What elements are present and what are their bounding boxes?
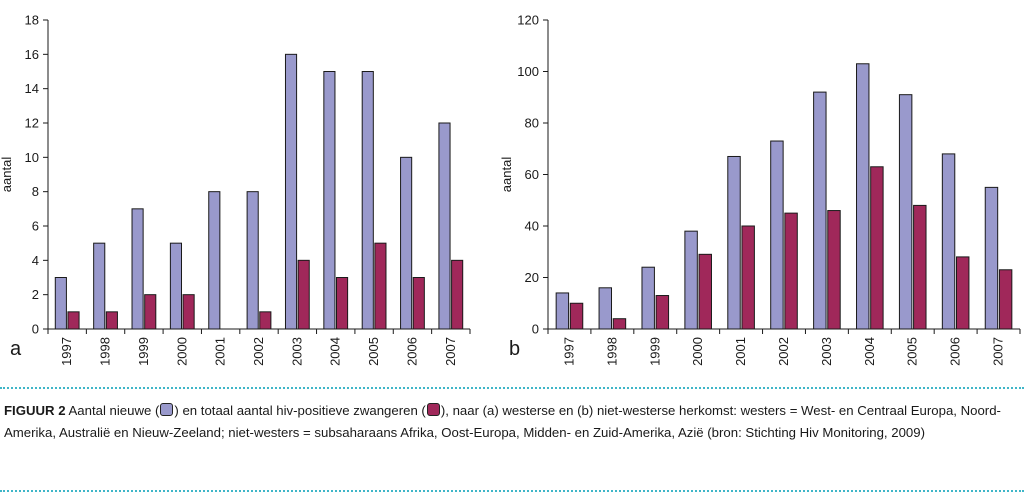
bar-totaal-2004 [335, 277, 349, 330]
y-tick-label: 12 [25, 116, 39, 131]
y-tick-label: 60 [525, 167, 539, 182]
x-tick-label: 2006 [948, 337, 963, 366]
x-tick-label: 1999 [136, 337, 151, 366]
x-tick-label: 1998 [98, 337, 113, 366]
bar-nieuwe-1997 [555, 292, 570, 330]
x-tick-label: 2001 [213, 337, 228, 366]
x-tick-label: 2006 [404, 337, 419, 366]
bar-totaal-2005 [374, 242, 387, 330]
panel-label-b: b [509, 338, 521, 360]
x-tick-label: 2005 [366, 337, 381, 366]
bar-totaal-1999 [144, 294, 157, 330]
bar-totaal-2006 [412, 277, 425, 330]
bar-totaal-2002 [259, 311, 272, 330]
bar-totaal-2000 [698, 253, 712, 330]
bar-nieuwe-2004 [856, 63, 870, 330]
x-tick-label: 2004 [328, 337, 343, 366]
y-tick-label: 8 [32, 184, 39, 199]
bar-totaal-2000 [182, 294, 195, 330]
x-tick-label: 2004 [862, 337, 877, 366]
bar-nieuwe-2006 [400, 156, 413, 330]
y-axis-title: aantal [0, 157, 14, 193]
y-tick-label: 4 [32, 253, 39, 268]
y-axis-title: aantal [500, 157, 514, 193]
bar-nieuwe-2003 [284, 53, 298, 330]
bar-nieuwe-1998 [598, 287, 613, 330]
caption-text-2: ) en totaal aantal hiv-positieve zwanger… [174, 403, 426, 418]
caption-text-3: ), naar (a) westerse en (b) niet-westers… [4, 403, 1001, 440]
bar-totaal-2007 [998, 269, 1013, 330]
bar-nieuwe-2001 [208, 191, 221, 330]
caption-label: FIGUUR 2 [4, 403, 66, 418]
bar-nieuwe-2000 [169, 242, 183, 330]
bar-totaal-1998 [612, 318, 627, 330]
bar-nieuwe-2003 [813, 91, 827, 330]
bar-nieuwe-1998 [93, 242, 106, 330]
bar-totaal-2006 [955, 256, 970, 330]
x-tick-label: 2005 [905, 337, 920, 366]
divider-top [0, 387, 1024, 389]
x-tick-label: 2007 [443, 337, 458, 366]
bar-nieuwe-2005 [361, 71, 374, 330]
bar-nieuwe-2004 [323, 71, 336, 330]
y-tick-label: 40 [525, 219, 539, 234]
x-tick-label: 1997 [561, 337, 576, 366]
x-tick-label: 2000 [690, 337, 705, 366]
bar-nieuwe-2000 [684, 230, 698, 330]
bar-totaal-2005 [913, 204, 927, 330]
x-tick-label: 2007 [991, 337, 1006, 366]
bar-totaal-2003 [297, 259, 310, 330]
x-tick-label: 1998 [604, 337, 619, 366]
bar-nieuwe-1999 [641, 266, 655, 330]
y-tick-label: 14 [25, 81, 39, 96]
y-tick-label: 2 [32, 287, 39, 302]
bar-totaal-2004 [870, 166, 884, 330]
y-tick-label: 120 [517, 13, 539, 28]
bar-nieuwe-1997 [54, 277, 67, 330]
bar-nieuwe-2002 [770, 140, 784, 330]
y-tick-label: 18 [25, 13, 39, 28]
chart-a: 0 2 4 6 8 10 12 14 16 18 aantal 1997 1998 1999 2000 200… [0, 13, 471, 366]
x-tick-label: 2002 [776, 337, 791, 366]
bar-nieuwe-2007 [438, 122, 451, 330]
bar-totaal-1997 [569, 302, 584, 330]
y-tick-label: 6 [32, 219, 39, 234]
chart-b: 0 20 40 60 80 100 120 aantal 1997 1998 1999 2000 200… [500, 13, 1021, 366]
panel-label-a: a [10, 338, 22, 360]
figure-caption: FIGUUR 2 Aantal nieuwe ( ) en totaal aant… [4, 400, 1020, 444]
bar-nieuwe-2007 [984, 186, 999, 330]
bar-totaal-1999 [655, 295, 670, 330]
bar-nieuwe-2002 [246, 191, 259, 330]
y-tick-label: 0 [32, 322, 39, 337]
x-tick-label: 2002 [251, 337, 266, 366]
bar-totaal-2002 [784, 212, 798, 330]
y-tick-label: 16 [25, 47, 39, 62]
bar-nieuwe-2006 [941, 153, 956, 330]
bar-totaal-2007 [451, 259, 464, 330]
bar-nieuwe-2005 [898, 94, 913, 330]
y-tick-label: 0 [532, 322, 539, 337]
divider-bottom [0, 490, 1024, 492]
bar-nieuwe-2001 [727, 155, 741, 330]
x-tick-label: 2000 [174, 337, 189, 366]
bar-nieuwe-1999 [131, 208, 144, 330]
legend-swatch-new [160, 403, 174, 416]
bar-totaal-1997 [67, 311, 80, 330]
bar-totaal-2003 [827, 210, 841, 330]
caption-text-1: Aantal nieuwe ( [65, 403, 160, 418]
legend-swatch-total [426, 403, 440, 416]
x-tick-label: 1997 [59, 337, 74, 366]
y-tick-label: 80 [525, 116, 539, 131]
bar-totaal-2001 [741, 225, 755, 330]
x-tick-label: 2003 [289, 337, 304, 366]
y-tick-label: 20 [525, 270, 539, 285]
y-tick-label: 10 [25, 150, 39, 165]
x-tick-label: 2001 [733, 337, 748, 366]
x-tick-label: 1999 [647, 337, 662, 366]
y-tick-label: 100 [517, 64, 539, 79]
x-tick-label: 2003 [819, 337, 834, 366]
bar-totaal-1998 [105, 311, 118, 330]
